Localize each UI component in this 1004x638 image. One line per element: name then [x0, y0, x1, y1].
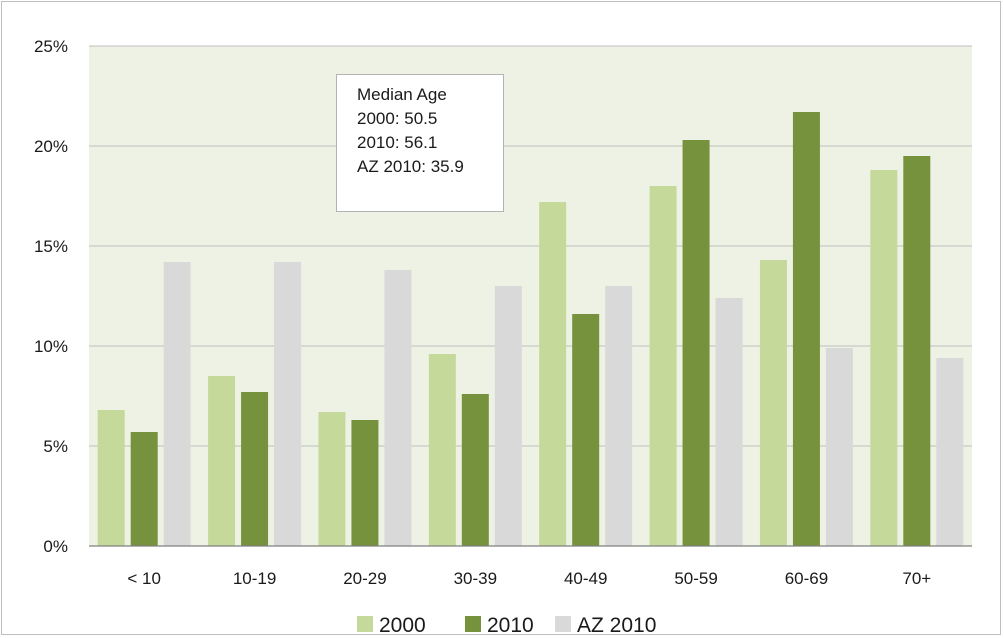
bar [649, 186, 677, 546]
x-tick-label: 20-29 [343, 569, 386, 588]
annotation-title: Median Age [357, 85, 447, 104]
bar [318, 412, 346, 546]
bar [605, 286, 633, 546]
y-tick-label: 5% [43, 437, 68, 456]
legend: 2000 2010 AZ 2010 [357, 614, 656, 636]
y-tick-label: 10% [34, 337, 68, 356]
y-tick-label: 0% [43, 537, 68, 556]
y-axis-tick-labels: 0% 5% 10% 15% 20% 25% [34, 37, 68, 556]
y-tick-label: 15% [34, 237, 68, 256]
legend-swatch [357, 616, 373, 632]
bar [936, 358, 964, 546]
y-tick-label: 25% [34, 37, 68, 56]
bar [208, 376, 236, 546]
bar [903, 156, 931, 546]
legend-label: 2000 [379, 614, 426, 636]
annotation-line: 2000: 50.5 [357, 109, 438, 128]
gridlines [89, 45, 972, 447]
legend-swatch [555, 616, 571, 632]
legend-label: AZ 2010 [577, 614, 656, 636]
x-tick-label: 70+ [902, 569, 931, 588]
y-tick-label: 20% [34, 137, 68, 156]
legend-label: 2010 [487, 614, 534, 636]
bar [428, 354, 456, 546]
bar [163, 262, 191, 546]
x-tick-label: 40-49 [564, 569, 607, 588]
bar [792, 112, 820, 546]
bar [351, 420, 379, 546]
x-tick-label: 60-69 [785, 569, 828, 588]
bar [682, 140, 710, 546]
bar [97, 410, 125, 546]
bar [274, 262, 302, 546]
median-age-annotation: Median Age 2000: 50.5 2010: 56.1 AZ 2010… [336, 74, 504, 212]
bar [759, 260, 787, 546]
bar [715, 298, 743, 546]
x-tick-label: 50-59 [674, 569, 717, 588]
bar [130, 432, 158, 546]
plot-area [89, 46, 972, 546]
legend-swatch [465, 616, 481, 632]
x-axis-tick-labels: < 10 10-19 20-29 30-39 40-49 50-59 60-69 70+ [127, 569, 931, 588]
bar [461, 394, 489, 546]
bars [97, 112, 964, 546]
x-tick-label: 30-39 [454, 569, 497, 588]
annotation-line: AZ 2010: 35.9 [357, 157, 464, 176]
bar [870, 170, 898, 546]
annotation-line: 2010: 56.1 [357, 133, 438, 152]
bar [384, 270, 412, 546]
bar [241, 392, 269, 546]
bar [494, 286, 522, 546]
x-tick-label: 10-19 [233, 569, 276, 588]
bar [539, 202, 567, 546]
x-tick-label: < 10 [127, 569, 161, 588]
bar [825, 348, 853, 546]
bar [572, 314, 600, 546]
